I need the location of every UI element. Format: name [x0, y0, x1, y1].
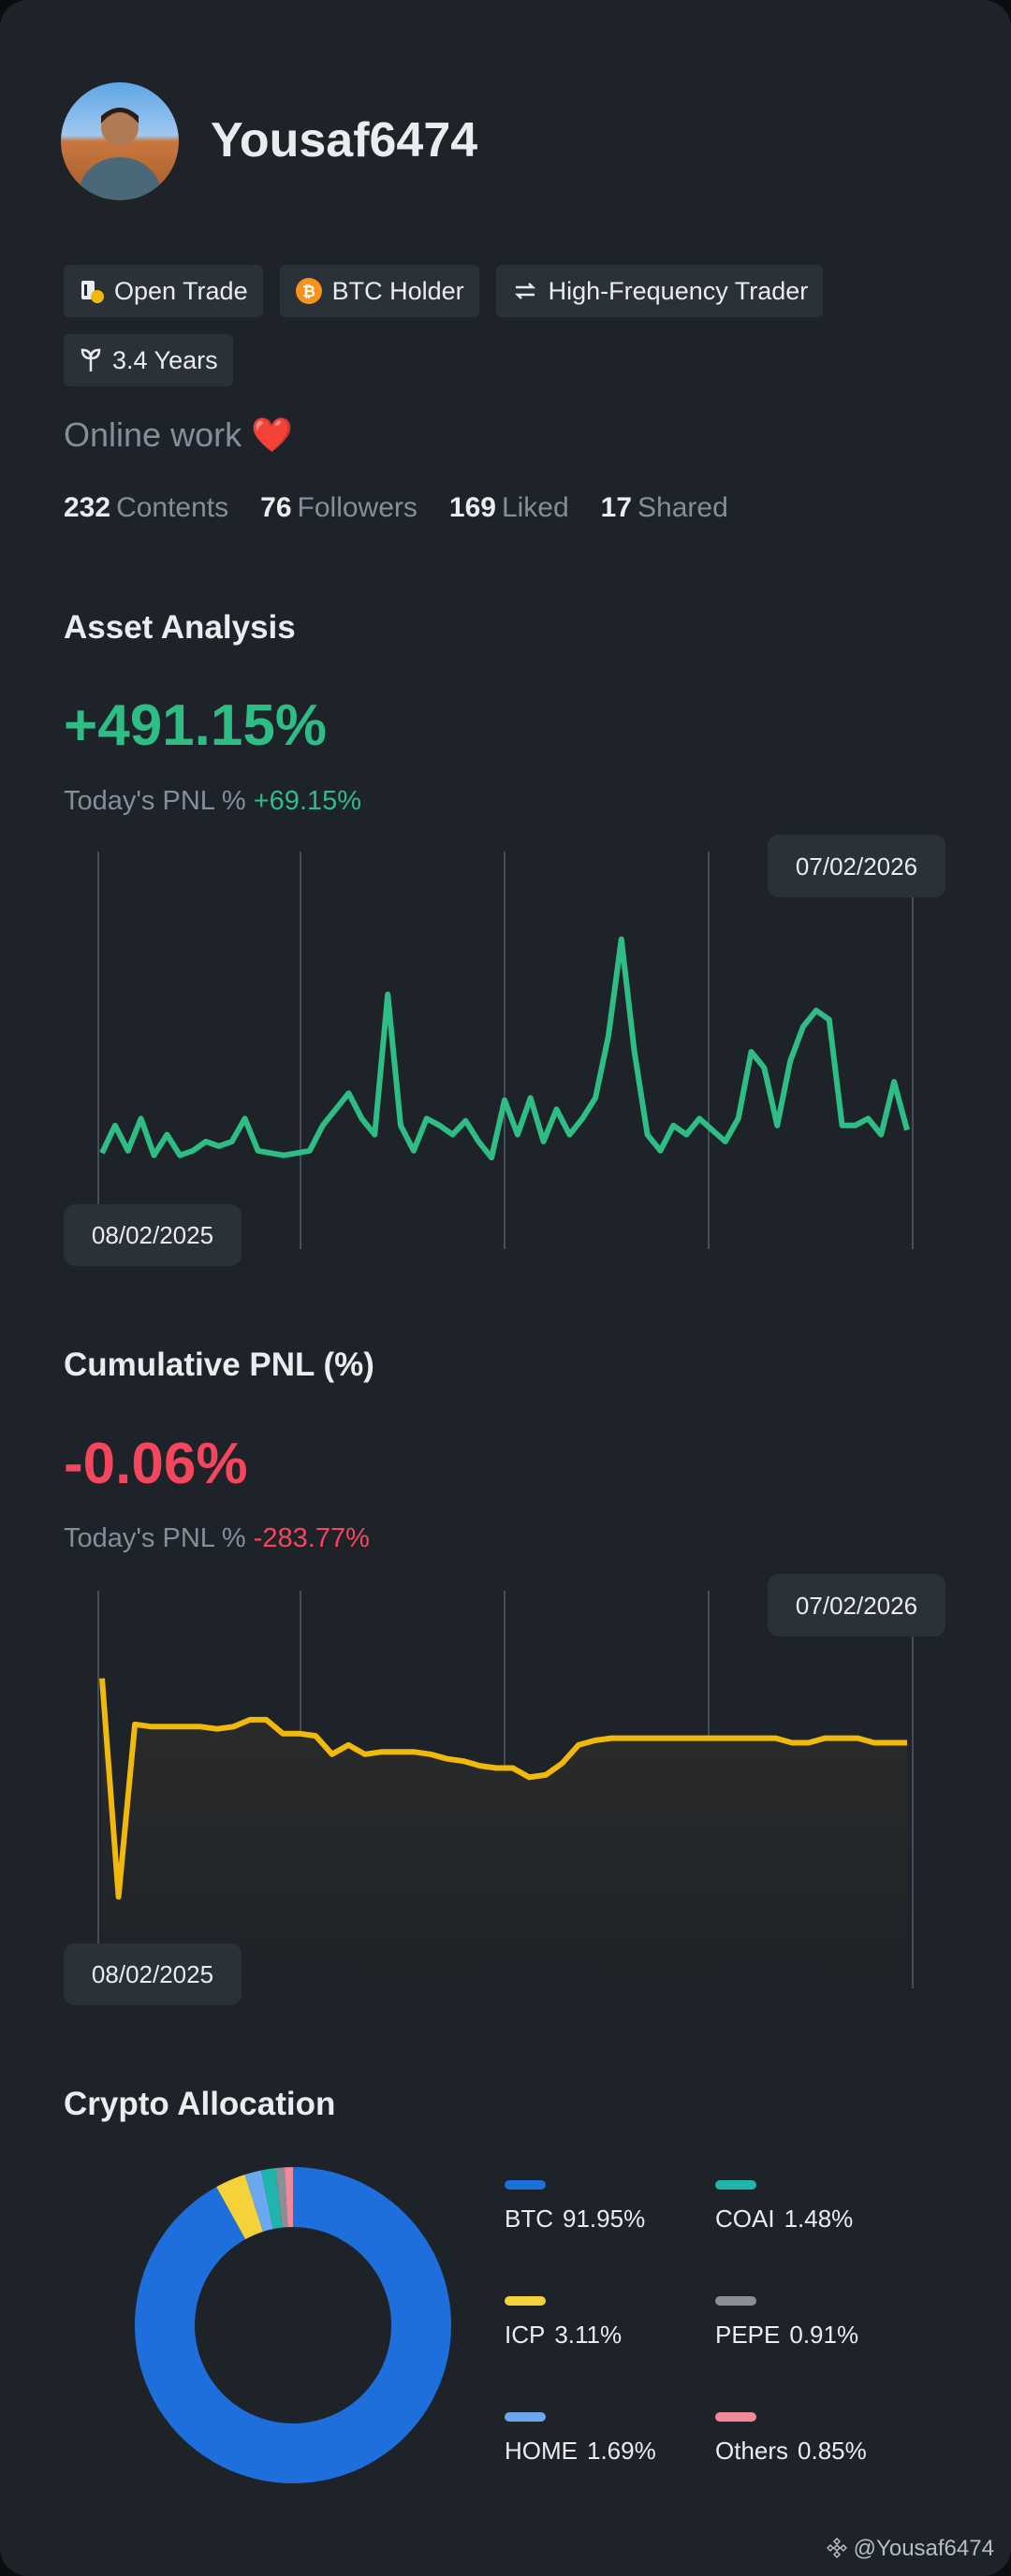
stat-value: 169	[448, 492, 496, 523]
stat[interactable]: 232 Contents	[64, 492, 228, 524]
tag-icon	[514, 283, 535, 299]
pie-slice	[260, 2168, 283, 2230]
stat[interactable]: 17 Shared	[601, 492, 728, 524]
legend-name: PEPE	[715, 2321, 780, 2349]
binance-logo	[826, 2537, 848, 2559]
legend-swatch	[505, 2296, 546, 2306]
tag-icon: ₿	[295, 278, 322, 304]
today-pnl: Today's PNL % +69.15%	[64, 786, 361, 817]
tag-text: 3.4 Years	[112, 345, 218, 374]
today-value: +69.15%	[253, 786, 362, 816]
date-end: 07/02/2026	[796, 852, 917, 880]
date-badge	[768, 835, 945, 897]
section-title: Crypto Allocation	[64, 2086, 336, 2122]
tag-list: Open Trade ₿ BTC Holder High-Frequency Tr…	[64, 265, 906, 386]
tag-text: BTC Holder	[331, 276, 464, 305]
legend-value: 91.95%	[563, 2205, 645, 2233]
stat-label: Liked	[501, 492, 569, 523]
today-value: -283.77%	[253, 1523, 370, 1553]
stats: 232 Contents 76 Followers 169 Liked 17 Share…	[64, 492, 728, 524]
date-badge	[64, 1943, 242, 2005]
bio-text: Online work	[64, 415, 242, 454]
watermark: @Yousaf6474	[826, 2536, 994, 2562]
svg-text:₿: ₿	[302, 283, 315, 300]
date-start: 08/02/2025	[92, 1221, 213, 1249]
stat[interactable]: 76 Followers	[260, 492, 418, 524]
date-start: 08/02/2025	[92, 1960, 213, 1988]
stat[interactable]: 169 Liked	[449, 492, 569, 524]
stat-value: 17	[600, 492, 633, 523]
today-label: Today's PNL %	[64, 786, 246, 816]
stat-label: Followers	[297, 492, 418, 523]
tag: Open Trade	[64, 265, 263, 317]
bio-emoji: ❤️	[251, 415, 293, 454]
pie-slice	[216, 2175, 263, 2240]
legend-name: COAI	[715, 2205, 775, 2233]
pie-slice	[134, 2167, 451, 2483]
legend-swatch	[715, 2412, 756, 2422]
legend-value: 1.48%	[784, 2205, 854, 2233]
username: Yousaf6474	[211, 113, 478, 167]
legend-name: Others	[715, 2437, 788, 2465]
tag: 3.4 Years	[64, 334, 233, 386]
legend-name: HOME	[505, 2437, 578, 2465]
legend-name: ICP	[505, 2321, 545, 2349]
pie-slice	[284, 2167, 293, 2228]
pie-slice	[275, 2167, 288, 2228]
stat-label: Shared	[637, 492, 728, 523]
today-pnl: Today's PNL % -283.77%	[64, 1523, 370, 1554]
legend-value: 0.91%	[789, 2321, 858, 2349]
stat-value: 232	[64, 492, 111, 523]
date-end: 07/02/2026	[796, 1592, 917, 1620]
today-label: Today's PNL %	[64, 1523, 246, 1553]
total-pnl: +491.15%	[64, 693, 327, 758]
stat-label: Contents	[116, 492, 229, 523]
legend-swatch	[715, 2180, 756, 2190]
tag-text: Open Trade	[114, 276, 248, 305]
section-title: Cumulative PNL (%)	[64, 1346, 374, 1383]
legend-swatch	[505, 2180, 546, 2190]
total-pnl: -0.06%	[64, 1432, 248, 1496]
pie-slice	[244, 2170, 273, 2232]
tag-icon	[81, 281, 104, 303]
tag-text: High-Frequency Trader	[548, 276, 809, 305]
legend-value: 3.11%	[554, 2321, 622, 2349]
area-fill	[102, 1678, 907, 1988]
line	[99, 936, 910, 1161]
tag-icon	[81, 348, 101, 371]
tag: High-Frequency Trader	[495, 265, 824, 317]
bio: Online work ❤️	[64, 415, 293, 455]
legend-value: 1.69%	[587, 2437, 656, 2465]
legend-name: BTC	[505, 2205, 553, 2233]
footer-handle: @Yousaf6474	[853, 2536, 994, 2561]
legend-value: 0.85%	[798, 2437, 867, 2465]
avatar[interactable]	[61, 82, 179, 200]
stat-value: 76	[260, 492, 292, 523]
line	[99, 1678, 907, 1900]
date-badge	[64, 1204, 242, 1266]
legend-swatch	[715, 2296, 756, 2306]
tag: ₿ BTC Holder	[279, 265, 479, 317]
section-title: Asset Analysis	[64, 609, 296, 646]
date-badge	[768, 1574, 945, 1637]
legend-swatch	[505, 2412, 546, 2422]
